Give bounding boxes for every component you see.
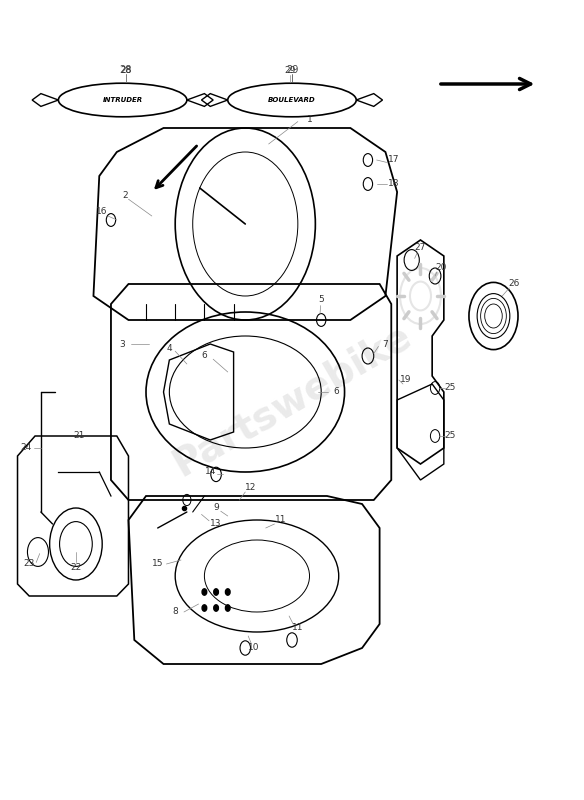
Circle shape bbox=[225, 605, 230, 611]
Text: 6: 6 bbox=[201, 351, 207, 361]
Text: Partswebike: Partswebike bbox=[166, 316, 418, 484]
Circle shape bbox=[225, 589, 230, 595]
Text: 2: 2 bbox=[123, 191, 128, 201]
Text: 5: 5 bbox=[318, 295, 324, 305]
Text: 7: 7 bbox=[383, 339, 388, 349]
Text: 25: 25 bbox=[444, 431, 456, 441]
Circle shape bbox=[202, 589, 207, 595]
Text: BOULEVARD: BOULEVARD bbox=[268, 97, 316, 103]
Text: 16: 16 bbox=[96, 207, 108, 217]
Text: 17: 17 bbox=[388, 155, 400, 165]
Text: 19: 19 bbox=[400, 375, 412, 385]
Text: 14: 14 bbox=[204, 467, 216, 477]
Text: 23: 23 bbox=[23, 559, 35, 569]
Text: 12: 12 bbox=[245, 483, 257, 493]
Text: 10: 10 bbox=[248, 643, 260, 653]
Text: 15: 15 bbox=[152, 559, 164, 569]
Circle shape bbox=[202, 605, 207, 611]
Text: 1: 1 bbox=[307, 115, 312, 125]
Text: INTRUDER: INTRUDER bbox=[103, 97, 142, 103]
Text: 29: 29 bbox=[286, 66, 298, 75]
Text: 28: 28 bbox=[120, 66, 131, 75]
Text: 22: 22 bbox=[70, 563, 82, 573]
Text: 21: 21 bbox=[73, 431, 85, 441]
Text: 3: 3 bbox=[120, 339, 126, 349]
Text: 8: 8 bbox=[172, 607, 178, 617]
Text: 25: 25 bbox=[444, 383, 456, 393]
Text: 26: 26 bbox=[508, 279, 520, 289]
Text: 6: 6 bbox=[333, 387, 339, 397]
Text: 20: 20 bbox=[435, 263, 447, 273]
Text: 28: 28 bbox=[119, 66, 132, 75]
Circle shape bbox=[214, 589, 218, 595]
Text: 9: 9 bbox=[213, 503, 219, 513]
Text: 29: 29 bbox=[284, 66, 296, 75]
Text: 4: 4 bbox=[166, 343, 172, 353]
Text: 24: 24 bbox=[20, 443, 32, 453]
Text: 18: 18 bbox=[388, 179, 400, 189]
Text: 13: 13 bbox=[210, 519, 222, 529]
Text: 11: 11 bbox=[292, 623, 304, 633]
Circle shape bbox=[214, 605, 218, 611]
Text: 27: 27 bbox=[415, 243, 426, 253]
Text: 11: 11 bbox=[274, 515, 286, 525]
